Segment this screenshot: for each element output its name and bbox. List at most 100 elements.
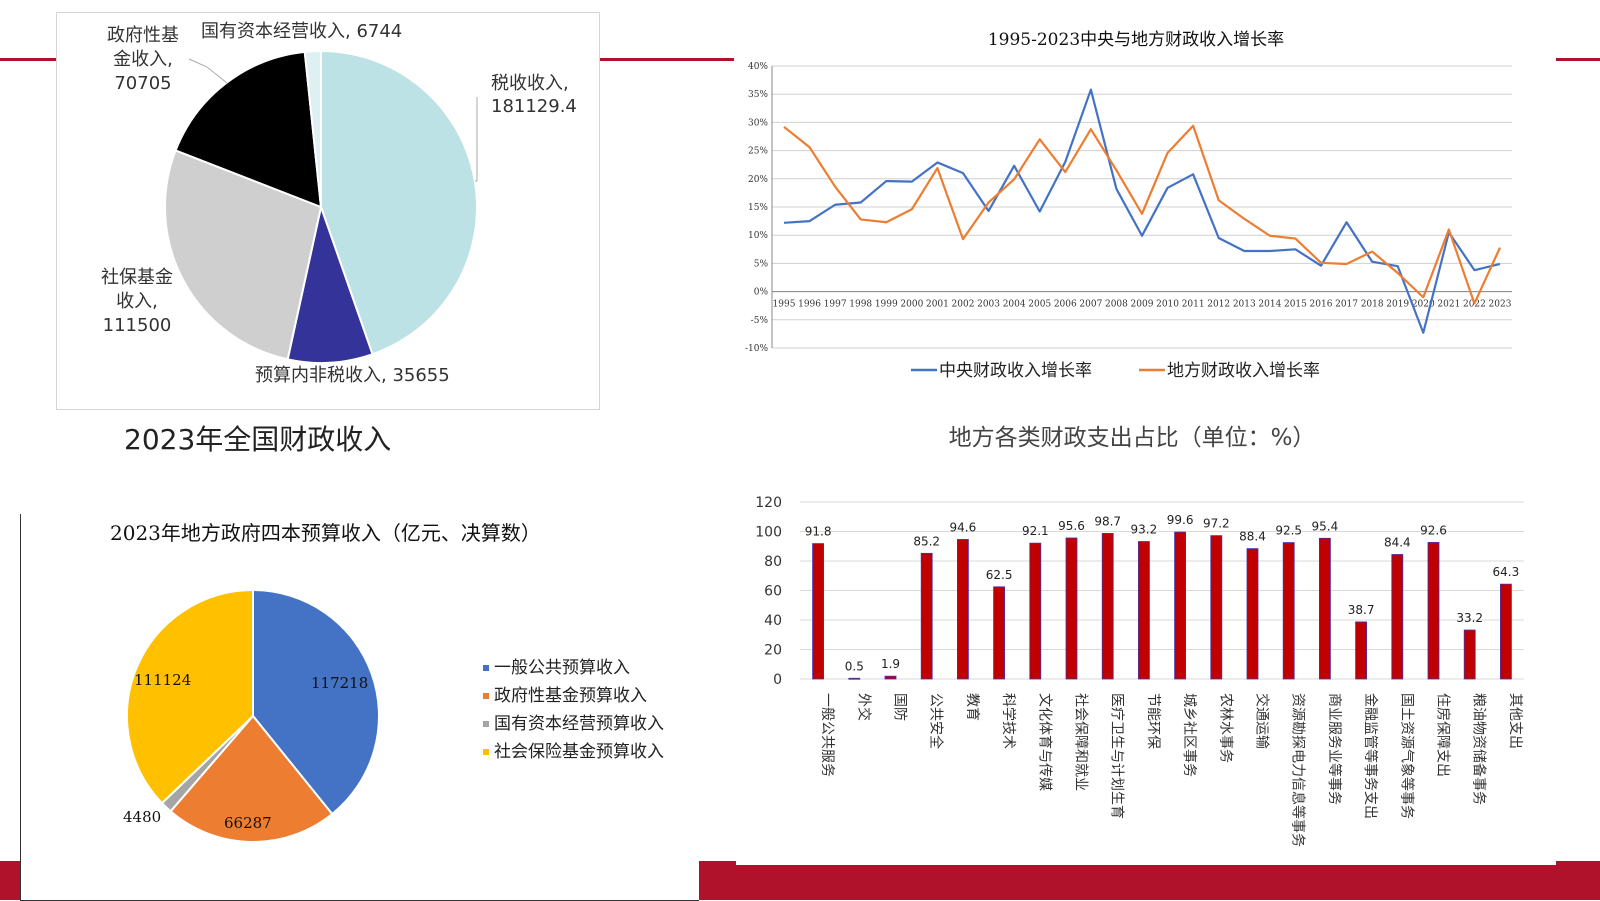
bar-12	[1210, 535, 1223, 680]
line-xtick-label: 2004	[1003, 300, 1026, 310]
growth-rate-line-chart: 1995-2023中央与地方财政收入增长率 -10% -5% 0% 5% 10% 15% 20…	[745, 30, 1512, 381]
line-series-2	[783, 124, 1502, 305]
bar-15	[1319, 537, 1331, 680]
national-pie-slice-1	[320, 49, 478, 356]
bar-value-label-3: 1.9	[881, 657, 900, 671]
bar-category-label-12: 农林水事务	[1217, 693, 1233, 763]
local-pie-slice-2	[169, 714, 334, 843]
label-tax-line2: 181129.4	[491, 96, 577, 117]
line-xtick-label: 2015	[1284, 300, 1307, 310]
bar-category-label-19: 粮油物资储备事务	[1471, 693, 1488, 805]
national-pie-slice-5	[303, 49, 322, 208]
line-xtick-label: 2001	[926, 300, 949, 310]
bar-category-label-1: 一般公共服务	[819, 693, 835, 777]
local-pie-title: 2023年地方政府四本预算收入（亿元、决算数）	[110, 521, 541, 545]
bar-category-label-7: 文化体育与传媒	[1036, 693, 1052, 791]
label-social-line3: 111500	[103, 315, 172, 336]
top-right-accent-line	[1555, 58, 1600, 61]
line-ytick-label: -5%	[751, 316, 769, 326]
bar-category-label-6: 科学技术	[1000, 693, 1016, 749]
growth-rate-line-panel: 1995-2023中央与地方财政收入增长率 -10% -5% 0% 5% 10% 15% 20…	[736, 16, 1556, 404]
line-xtick-label: 2017	[1335, 300, 1358, 310]
bar-8	[1065, 537, 1078, 680]
line-xtick-label: 2012	[1207, 300, 1230, 310]
bar-value-label-4: 85.2	[913, 534, 940, 548]
bar-value-label-16: 38.7	[1348, 603, 1375, 617]
leader-fund	[188, 58, 228, 84]
bar-category-label-20: 其他支出	[1507, 693, 1523, 749]
local-pie-legend-label-4: 社会保险基金预算收入	[494, 742, 664, 762]
bar-category-label-2: 外交	[855, 693, 872, 721]
bar-category-label-13: 交通运输	[1254, 693, 1271, 749]
bar-14	[1282, 542, 1295, 680]
line-ytick-label: 30%	[748, 118, 768, 128]
local-pie-slice-1	[252, 588, 380, 816]
bar-category-label-8: 社会保障和就业	[1073, 693, 1089, 791]
bar-value-label-9: 98.7	[1094, 514, 1121, 528]
label-fund-line1: 政府性基	[107, 25, 179, 46]
label-state: 国有资本经营收入, 6744	[201, 21, 402, 42]
local-budget-pie-panel: 2023年地方政府四本预算收入（亿元、决算数） 117218 66287 4480 11…	[20, 514, 699, 901]
local-pie-legend-swatch-1	[483, 665, 489, 671]
label-nontax: 预算内非税收入, 35655	[255, 365, 450, 386]
line-xtick-label: 2019	[1386, 300, 1409, 310]
bar-3	[884, 675, 897, 680]
bar-ytick-label: 60	[764, 584, 782, 600]
line-ytick-label: 25%	[748, 147, 768, 157]
bar-value-label-5: 94.6	[950, 520, 977, 534]
bar-1	[812, 543, 824, 680]
leader-tax	[475, 97, 478, 182]
bar-value-label-10: 93.2	[1131, 523, 1158, 537]
bar-category-label-9: 医疗卫生与计划生育	[1109, 693, 1125, 819]
bar-value-label-17: 84.4	[1384, 536, 1411, 550]
line-xtick-label: 2010	[1156, 300, 1179, 310]
bar-category-label-4: 公共安全	[928, 693, 945, 749]
bar-7	[1029, 542, 1042, 680]
line-xtick-label: 2018	[1361, 300, 1384, 310]
label-fund-line3: 70705	[114, 73, 171, 94]
line-ytick-label: 40%	[748, 62, 768, 72]
bar-2	[848, 677, 861, 680]
line-xtick-label: 1997	[824, 300, 847, 310]
line-xtick-label: 2014	[1258, 300, 1281, 310]
bar-category-label-11: 城乡社区事务	[1181, 693, 1197, 777]
line-ytick-label: 35%	[748, 90, 768, 100]
local-pie-slice-4	[126, 588, 254, 805]
line-ytick-label: 20%	[748, 175, 768, 185]
bar-ytick-label: 120	[755, 495, 782, 511]
bar-9	[1101, 533, 1114, 680]
bar-category-label-10: 节能环保	[1145, 693, 1161, 749]
line-xtick-label: 2006	[1054, 300, 1077, 310]
bar-category-label-17: 国土资源气象等事务	[1398, 693, 1415, 819]
bar-value-label-13: 88.4	[1239, 530, 1266, 544]
label-fund-line2: 金收入,	[113, 49, 173, 70]
line-xtick-label: 2000	[900, 300, 923, 310]
bar-value-label-8: 95.6	[1058, 519, 1085, 533]
bar-category-label-5: 教育	[964, 693, 980, 721]
national-pie-slice-2	[286, 203, 374, 364]
line-xtick-label: 1999	[875, 300, 898, 310]
local-budget-pie-chart: 2023年地方政府四本预算收入（亿元、决算数） 117218 66287 4480 11…	[110, 521, 664, 843]
bar-value-label-11: 99.6	[1167, 513, 1194, 527]
bar-18	[1427, 542, 1440, 680]
line-ytick-label: 10%	[748, 231, 768, 241]
bar-category-label-14: 资源勘探电力信息等事务	[1290, 693, 1307, 847]
bar-value-label-19: 33.2	[1456, 611, 1483, 625]
bar-category-label-18: 住房保障支出	[1435, 693, 1451, 777]
bar-value-label-1: 91.8	[805, 525, 832, 539]
local-pie-legend-swatch-3	[483, 721, 489, 727]
line-xtick-label: 2003	[977, 300, 1000, 310]
bar-category-label-3: 国防	[892, 693, 908, 721]
local-pie-value-4: 111124	[134, 671, 191, 689]
line-legend-label-1: 中央财政收入增长率	[939, 361, 1092, 381]
bar-16	[1355, 621, 1367, 680]
bar-19	[1463, 629, 1476, 680]
bar-value-label-20: 64.3	[1493, 565, 1520, 579]
line-xtick-label: 2022	[1463, 300, 1486, 310]
bar-category-label-15: 商业服务业等事务	[1326, 693, 1343, 805]
local-pie-legend-swatch-4	[483, 749, 489, 755]
local-pie-value-1: 117218	[311, 674, 368, 692]
label-social-line2: 收入,	[116, 291, 158, 312]
bar-value-label-12: 97.2	[1203, 517, 1230, 531]
